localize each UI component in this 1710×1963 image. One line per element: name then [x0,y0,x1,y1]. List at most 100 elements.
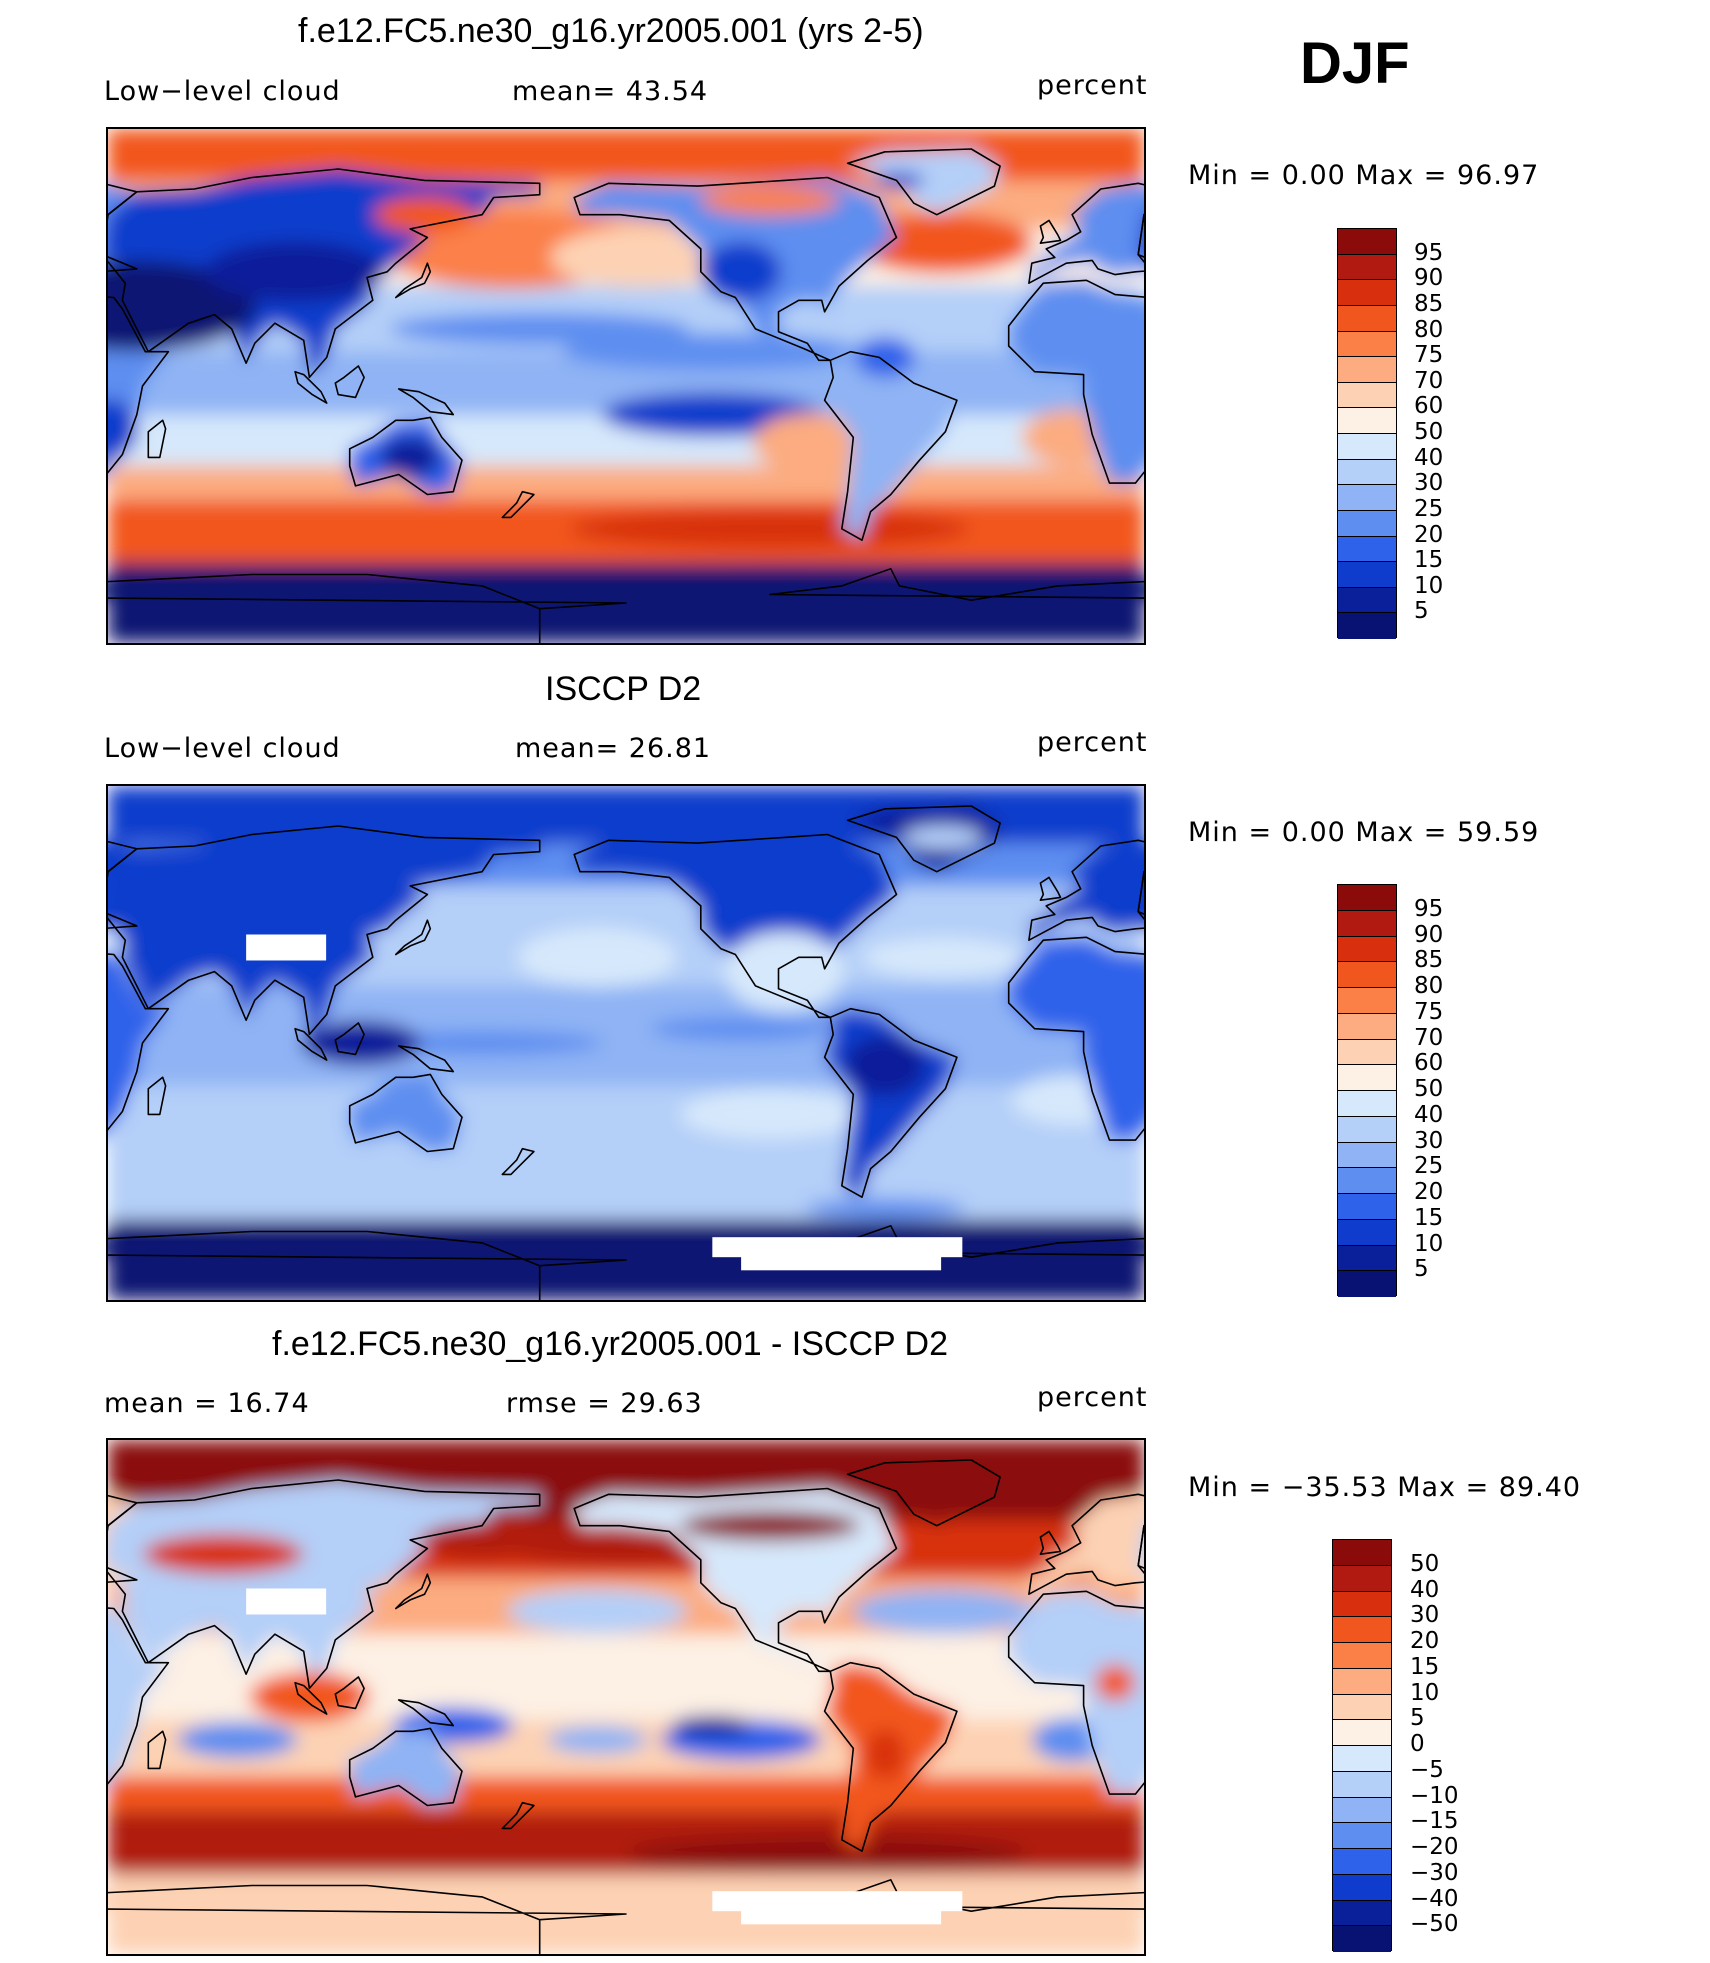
africa-coastline [108,1607,170,1785]
missing-data-antarctica [741,1254,942,1271]
africa-coastline [1007,279,1144,484]
colorbar-tick-label: 90 [1414,921,1444,948]
greenland-coastline [846,148,1001,216]
colorbar-swatch [1338,988,1396,1014]
colorbar-tick-label: 5 [1414,598,1429,625]
panel-model-title: f.e12.FC5.ne30_g16.yr2005.001 (yrs 2-5) [298,12,924,50]
colorbar-tick-label: −20 [1410,1834,1459,1860]
colorbar-swatch [1338,434,1396,460]
japan-coastline [394,262,432,299]
north-america-coastline [573,176,898,362]
field-band [108,985,1144,1086]
panel-model-units-label: percent [1037,70,1148,101]
field-blob [362,1031,603,1055]
panel-diff-title: f.e12.FC5.ne30_g16.yr2005.001 - ISCCP D2 [272,1325,949,1363]
colorbar-tick-label: 20 [1414,1179,1444,1205]
field-blob [205,241,386,302]
africa-coastline [1007,1590,1144,1795]
colorbar-swatch [1333,1849,1391,1875]
field-blob [389,312,690,345]
panel-model-minmax: Min = 0.00 Max = 96.97 [1188,160,1540,191]
colorbar-tick-label: 80 [1414,973,1444,999]
field-blob [679,1510,860,1541]
africa-coastline [108,296,170,474]
field-blob [902,825,983,850]
field-blob [380,437,441,478]
africa-land-field [108,1608,169,1784]
colorbar-tick-label: 50 [1410,1550,1440,1577]
colorbar-swatch [1333,1591,1391,1618]
madagascar-coastline [147,1730,167,1770]
colorbar-tick-label: −50 [1410,1911,1459,1938]
colorbar-tick-label: 5 [1414,1256,1429,1283]
field-blob [679,1089,860,1140]
field-blob [249,1672,370,1722]
field-blob [701,241,782,302]
colorbar-swatch [1338,613,1396,639]
asia-coastline [108,168,541,379]
sumatra-coastline [294,370,328,404]
antarctica-coastline [108,1884,627,1954]
panel-diff-mean-label: mean = 16.74 [104,1388,310,1419]
colorbar-swatch [1338,536,1396,563]
colorbar-swatch [1338,1065,1396,1091]
colorbar-tick-label: 25 [1414,1153,1444,1180]
panel-obs-mean-label: mean= 26.81 [515,733,712,764]
europe-land-field [1028,183,1144,284]
field-blob [753,413,874,474]
colorbar-swatch [1338,1142,1396,1169]
asia-land-field [108,826,540,1035]
south-america-coastline [823,350,958,542]
colorbar-swatch [1338,357,1396,383]
colorbar-swatch [1333,1900,1391,1927]
new-zealand-coastline [501,490,535,519]
colorbar-tick-label: 85 [1414,947,1444,974]
colorbar-swatch [1338,1013,1396,1040]
panel-model-colorbar [1337,228,1397,639]
borneo-coastline [334,1022,365,1056]
field-blob [627,1836,1028,1873]
uk-coastline [1039,219,1062,244]
borneo-coastline [334,1676,365,1710]
field-blob [852,1589,1033,1634]
colorbar-tick-label: 30 [1410,1602,1440,1629]
panel-model-variable-label: Low−level cloud [104,76,341,107]
field-blob [422,1521,543,1558]
africa-land-field [108,954,169,1130]
africa-land-field [1008,937,1144,1141]
europe-land-field [108,841,137,929]
colorbar-tick-label: 20 [1414,521,1444,548]
field-blob [862,937,1023,978]
field-blob [517,927,678,988]
colorbar-swatch [1338,459,1396,486]
colorbar-tick-label: 50 [1414,419,1444,445]
field-blob [651,1016,832,1041]
colorbar-swatch [1333,1694,1391,1721]
colorbar-swatch [1338,562,1396,588]
panel-model-map [106,127,1146,645]
colorbar-swatch [1333,1746,1391,1772]
obs-field [108,786,1144,1300]
colorbar-tick-label: 20 [1410,1628,1440,1654]
panel-diff-map [106,1438,1146,1956]
new-guinea-coastline [397,1045,455,1073]
colorbar-tick-label: 95 [1414,895,1444,922]
madagascar-coastline [147,419,167,459]
colorbar-swatch [1333,1643,1391,1669]
colorbar-swatch [1338,1091,1396,1117]
colorbar-tick-label: 10 [1410,1679,1440,1706]
australia-land-field [349,1074,462,1152]
field-blob [699,185,840,216]
colorbar-swatch [1338,587,1396,614]
colorbar-tick-label: 40 [1414,444,1444,471]
colorbar-swatch [1338,885,1396,911]
colorbar-swatch [1333,1797,1391,1824]
colorbar-swatch [1338,510,1396,537]
colorbar-swatch [1333,1668,1391,1695]
colorbar-swatch [1338,1168,1396,1194]
colorbar-swatch [1338,962,1396,988]
colorbar-tick-label: 40 [1414,1101,1444,1128]
colorbar-swatch [1333,1823,1391,1849]
field-blob [845,1035,925,1096]
colorbar-swatch [1338,1245,1396,1272]
